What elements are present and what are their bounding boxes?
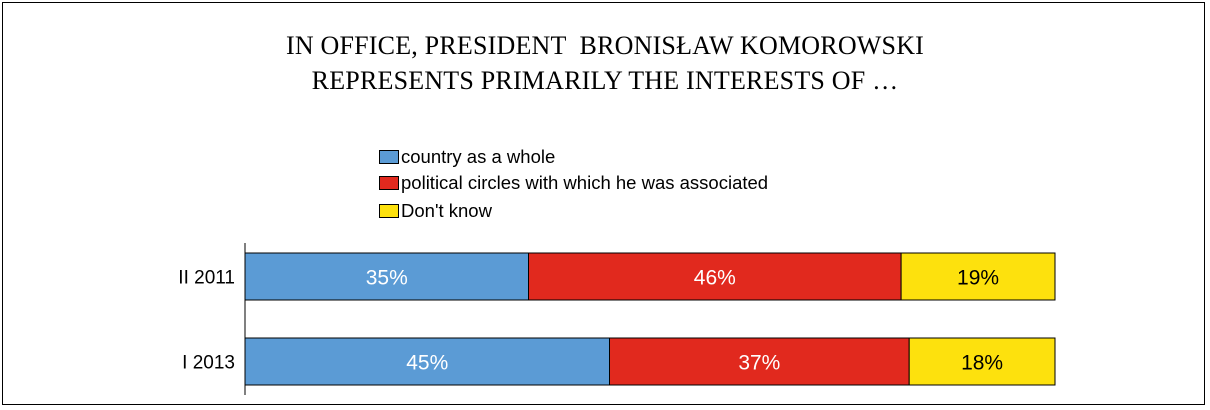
legend-swatch-dont-know	[379, 204, 399, 218]
bar-segment	[900, 252, 1056, 301]
legend-item-country: country as a whole	[379, 145, 555, 169]
data-label: 37%	[738, 352, 780, 375]
bar-segment	[244, 252, 529, 301]
chart-title-line-1: IN OFFICE, PRESIDENT BRONISŁAW KOMOROWSK…	[285, 31, 925, 60]
legend-item-political-circles: political circles with which he was asso…	[379, 171, 768, 195]
legend-label-dont-know: Don't know	[401, 200, 492, 221]
data-label: 35%	[366, 267, 408, 290]
bar-segment	[609, 337, 910, 386]
data-label: 46%	[694, 267, 736, 290]
bar-segment	[908, 337, 1056, 386]
data-label: 18%	[961, 352, 1003, 375]
category-label: II 2011	[178, 268, 235, 289]
data-label: 45%	[406, 352, 448, 375]
bar-segment	[244, 337, 610, 386]
legend-label-political-circles: political circles with which he was asso…	[401, 172, 769, 193]
chart-title-line-2: REPRESENTS PRIMARILY THE INTERESTS OF …	[311, 66, 899, 95]
legend-label-country: country as a whole	[401, 146, 556, 167]
legend-swatch-country	[379, 150, 399, 164]
category-label: I 2013	[182, 353, 235, 374]
data-label: 19%	[957, 267, 999, 290]
legend-swatch-political-circles	[379, 176, 399, 190]
legend-item-dont-know: Don't know	[379, 199, 492, 223]
